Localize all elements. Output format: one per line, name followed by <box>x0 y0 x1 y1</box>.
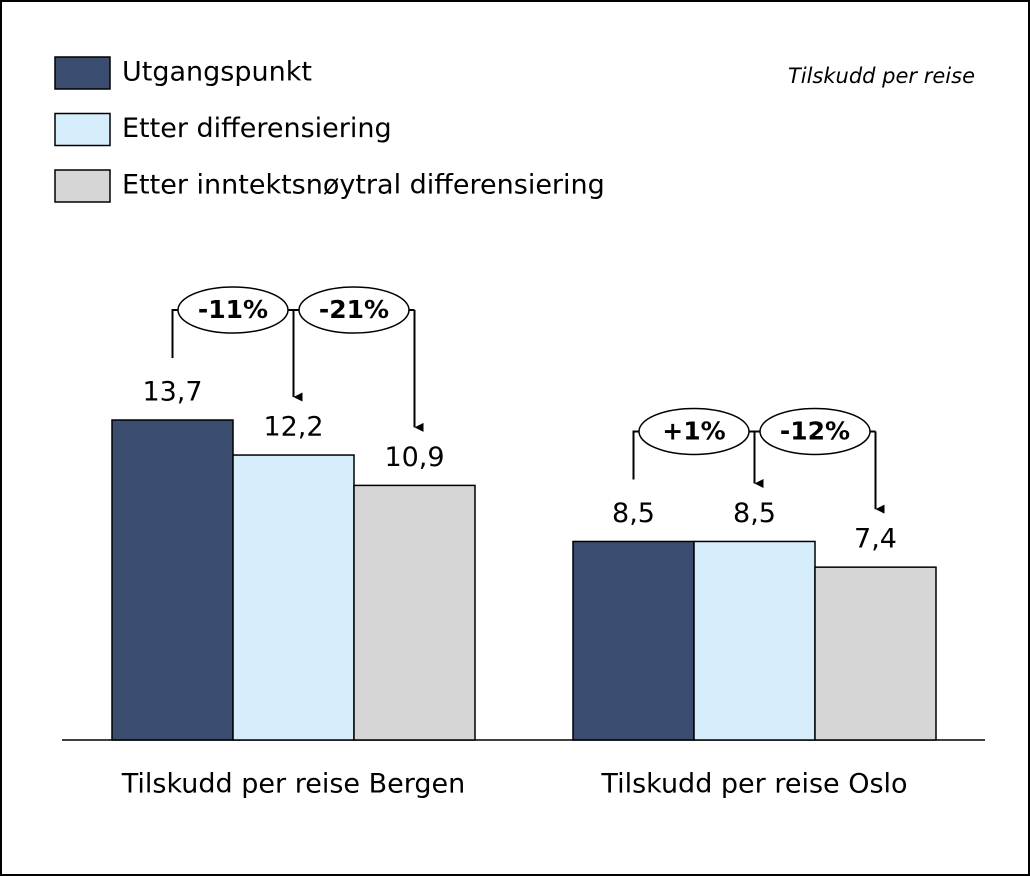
annotation: -21% <box>319 295 389 324</box>
annotation-bubble <box>638 407 750 456</box>
annotation: -12% <box>780 416 850 445</box>
value-label: 13,7 <box>142 377 202 408</box>
bar <box>353 484 476 741</box>
bar <box>693 540 816 741</box>
value-label: 7,4 <box>854 524 897 555</box>
bar <box>232 454 355 741</box>
legend-label: Etter differensiering <box>122 113 392 144</box>
legend-swatch <box>54 169 111 203</box>
bar <box>814 566 937 741</box>
chart-subtitle: Tilskudd per reise <box>788 64 975 88</box>
value-label: 10,9 <box>384 442 444 473</box>
annotation: -11% <box>198 295 268 324</box>
annotation-bubble <box>759 407 871 456</box>
bar <box>111 419 234 741</box>
bar <box>572 540 695 741</box>
value-label: 12,2 <box>263 412 323 443</box>
legend-swatch <box>54 112 111 147</box>
x-tick-label: Tilskudd per reise Oslo <box>600 769 907 800</box>
legend-label: Etter inntektsnøytral differensiering <box>122 170 605 201</box>
legend-swatch <box>54 56 111 90</box>
legend-label: Utgangspunkt <box>122 57 312 88</box>
annotation-bubble <box>177 286 289 334</box>
value-label: 8,5 <box>612 498 655 529</box>
value-label: 8,5 <box>733 498 776 529</box>
annotation-bubble <box>298 286 410 334</box>
x-tick-label: Tilskudd per reise Bergen <box>121 769 465 800</box>
annotation: +1% <box>662 416 725 445</box>
